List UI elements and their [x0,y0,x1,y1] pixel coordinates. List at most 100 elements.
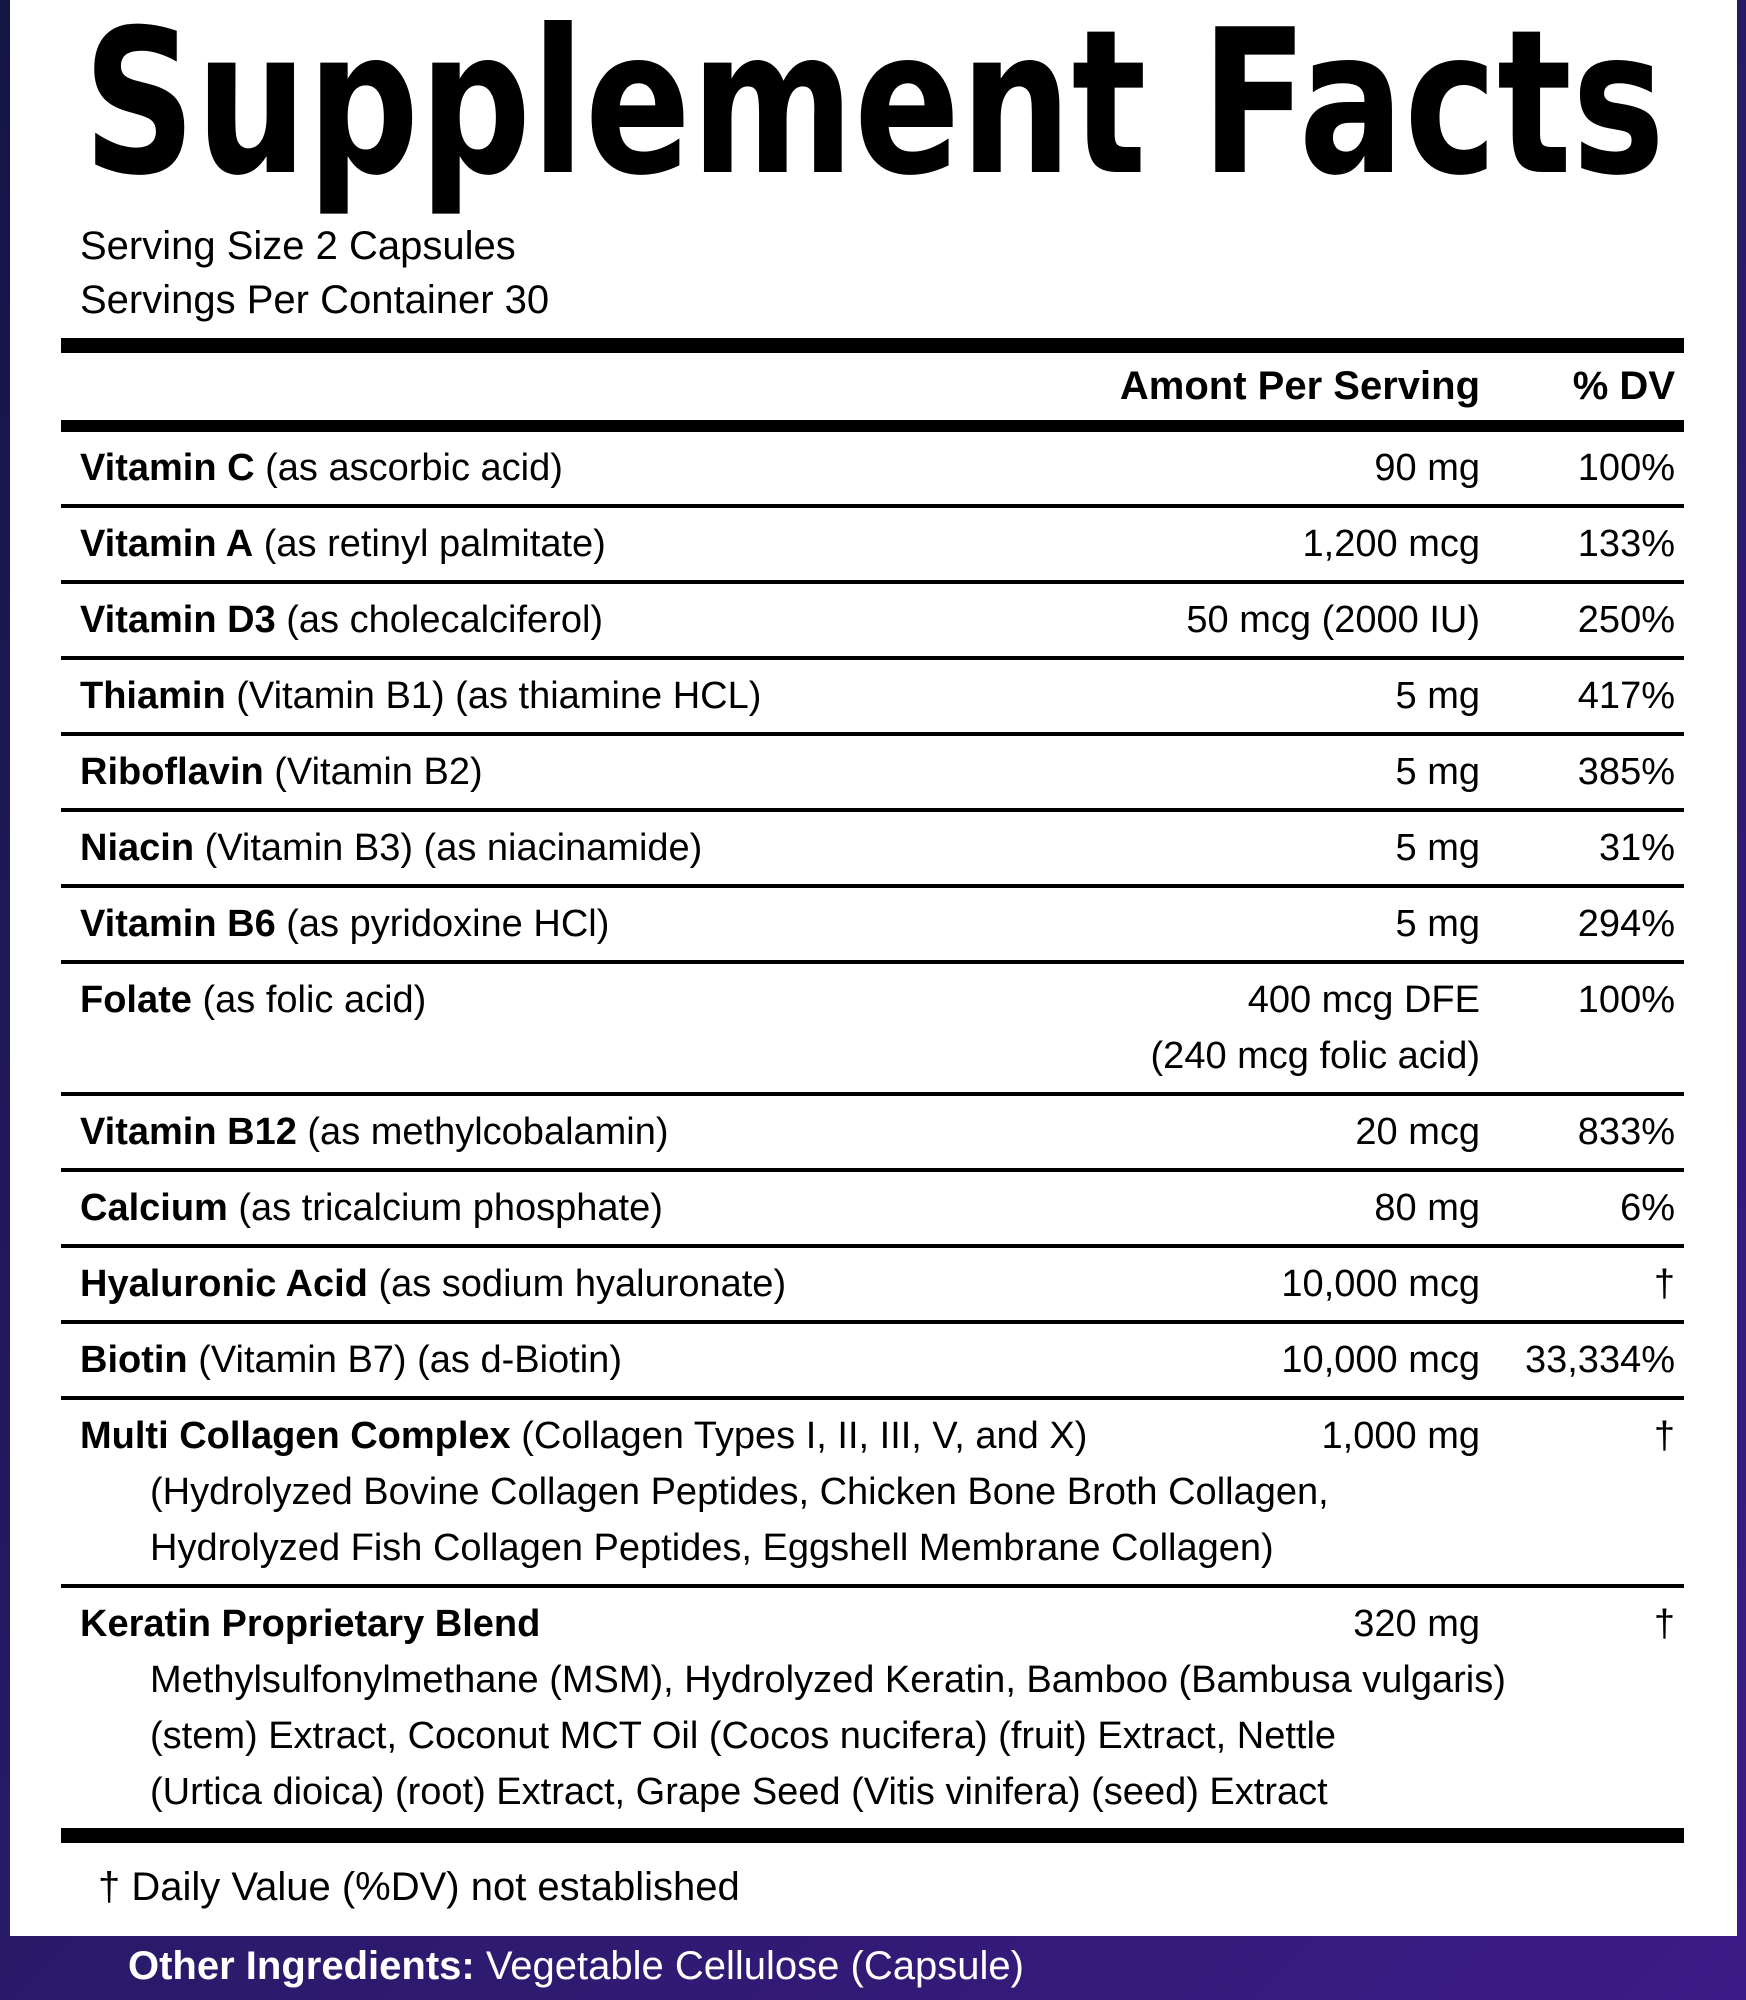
daily-value: 33,334% [1524,1339,1675,1381]
nutrient-detail: (Collagen Types I, II, III, V, and X) [521,1415,1088,1457]
nutrient-row: Biotin (Vitamin B7) (as d-Biotin) 10,000 … [61,1324,1684,1400]
amount: 1,000 mg [1321,1415,1480,1457]
daily-value: 100% [1577,447,1675,489]
table-header: Amont Per Serving % DV [61,353,1684,432]
rows: Vitamin C (as ascorbic acid) 90 mg 100% Vit… [61,432,1684,1843]
amount-cell: 5 mg [1396,820,1480,876]
nutrient-detail: (as ascorbic acid) [265,447,563,489]
nutrient-row: Keratin Proprietary Blend 320 mg † Methylsu… [61,1588,1684,1843]
nutrient-name: Folate [80,979,192,1021]
amount-cell: 320 mg [1353,1596,1480,1652]
amount-cell: 5 mg [1396,668,1480,724]
nutrient-name: Vitamin D3 [80,599,276,641]
nutrient-row: Niacin (Vitamin B3) (as niacinamide) 5 mg… [61,812,1684,888]
nutrient-row: Riboflavin (Vitamin B2) 5 mg 385% [61,736,1684,812]
nutrient-row: Vitamin A (as retinyl palmitate) 1,200 mc… [61,508,1684,584]
amount: 5 mg [1395,903,1480,945]
title-box: Supplement Facts [83,0,1665,220]
amount-cell: 90 mg [1374,440,1480,496]
nutrient-cell: Vitamin A (as retinyl palmitate) [80,516,1303,572]
nutrient-name: Hyaluronic Acid [80,1263,368,1305]
nutrient-row: Calcium (as tricalcium phosphate) 80 mg 6% [61,1172,1684,1248]
sub-line: (Urtica dioica) (root) Extract, Grape Se… [150,1771,1328,1813]
nutrient-name: Vitamin C [80,447,255,489]
amount-cell: 5 mg [1396,744,1480,800]
amount-cell: 50 mcg (2000 IU) [1186,592,1480,648]
amount: 80 mg [1374,1187,1480,1229]
nutrient-detail: (Vitamin B7) (as d-Biotin) [198,1339,622,1381]
facts-table: Amont Per Serving % DV Vitamin C (as asc… [61,338,1684,1843]
amount-cell: 80 mg [1374,1180,1480,1236]
nutrient-detail: (Vitamin B3) (as niacinamide) [204,827,703,869]
nutrient-name: Riboflavin [80,751,264,793]
nutrient-name: Thiamin [80,675,226,717]
nutrient-cell: Riboflavin (Vitamin B2) [80,744,1396,800]
serving-size: Serving Size 2 Capsules [80,224,516,268]
footnote: † Daily Value (%DV) not established [98,1865,740,1909]
label-panel: Supplement Facts Serving Size 2 Capsules… [10,0,1737,1936]
daily-value: † [1653,1603,1675,1645]
nutrient-detail: (as sodium hyaluronate) [378,1263,787,1305]
amount: 10,000 mcg [1281,1263,1480,1305]
nutrient-cell: Biotin (Vitamin B7) (as d-Biotin) [80,1332,1281,1388]
amount-cell: 10,000 mcg [1281,1332,1480,1388]
daily-value: 294% [1577,903,1675,945]
amount: 90 mg [1374,447,1480,489]
nutrient-name: Niacin [80,827,195,869]
nutrient-detail: (as methylcobalamin) [307,1111,669,1153]
daily-value: 385% [1577,751,1675,793]
sub-line: Methylsulfonylmethane (MSM), Hydrolyzed … [150,1659,1506,1701]
daily-value: 100% [1577,979,1675,1021]
nutrient-row: Vitamin B12 (as methylcobalamin) 20 mcg 83… [61,1096,1684,1172]
amount-note: (240 mcg folic acid) [1150,1035,1480,1077]
amount: 50 mcg (2000 IU) [1186,599,1480,641]
daily-value: 31% [1598,827,1675,869]
amount-cell: 20 mcg [1355,1104,1480,1160]
nutrient-row: Thiamin (Vitamin B1) (as thiamine HCL) 5 … [61,660,1684,736]
other-label: Other Ingredients: [128,1944,475,1988]
nutrient-detail: (Vitamin B1) (as thiamine HCL) [236,675,762,717]
amount: 5 mg [1395,675,1480,717]
daily-value: 833% [1577,1111,1675,1153]
sub-line: (stem) Extract, Coconut MCT Oil (Cocos n… [150,1715,1337,1757]
nutrient-detail: (as retinyl palmitate) [263,523,606,565]
nutrient-row: Vitamin C (as ascorbic acid) 90 mg 100% [61,432,1684,508]
nutrient-name: Keratin Proprietary Blend [80,1603,541,1645]
nutrient-row: Vitamin D3 (as cholecalciferol) 50 mcg (2… [61,584,1684,660]
nutrient-cell: Vitamin D3 (as cholecalciferol) [80,592,1186,648]
sub-line: Hydrolyzed Fish Collagen Peptides, Eggsh… [150,1527,1274,1569]
nutrient-cell: Niacin (Vitamin B3) (as niacinamide) [80,820,1396,876]
nutrient-row: Hyaluronic Acid (as sodium hyaluronate) 1… [61,1248,1684,1324]
nutrient-detail: (as tricalcium phosphate) [238,1187,663,1229]
amount: 5 mg [1395,827,1480,869]
rule [61,338,1684,353]
amount-cell: 400 mcg DFE (240 mcg folic acid) [1151,972,1480,1084]
nutrient-cell: Thiamin (Vitamin B1) (as thiamine HCL) [80,668,1396,724]
amount: 10,000 mcg [1281,1339,1480,1381]
amount-cell: 10,000 mcg [1281,1256,1480,1312]
daily-value: 133% [1577,523,1675,565]
daily-value: † [1653,1263,1675,1305]
daily-value: 417% [1577,675,1675,717]
nutrient-cell: Calcium (as tricalcium phosphate) [80,1180,1374,1236]
nutrient-detail: (as folic acid) [202,979,427,1021]
sub-line: (Hydrolyzed Bovine Collagen Peptides, Ch… [150,1471,1329,1513]
nutrient-row: Vitamin B6 (as pyridoxine HCl) 5 mg 294% [61,888,1684,964]
nutrient-row: Folate (as folic acid) 400 mcg DFE (240 mc… [61,964,1684,1096]
amount: 5 mg [1395,751,1480,793]
nutrient-cell: Hyaluronic Acid (as sodium hyaluronate) [80,1256,1281,1312]
nutrient-name: Vitamin B6 [80,903,276,945]
nutrient-detail: (Vitamin B2) [274,751,483,793]
nutrient-cell: Keratin Proprietary Blend [80,1596,1353,1652]
nutrient-detail: (as pyridoxine HCl) [286,903,610,945]
other-ingredients: Other Ingredients: Vegetable Cellulose (… [128,1941,1024,1991]
nutrient-name: Vitamin B12 [80,1111,297,1153]
amount: 320 mg [1353,1603,1480,1645]
nutrient-cell: Vitamin B12 (as methylcobalamin) [80,1104,1355,1160]
other-text: Vegetable Cellulose (Capsule) [485,1944,1024,1988]
nutrient-name: Vitamin A [80,523,254,565]
amount-header: Amont Per Serving [1119,364,1480,408]
nutrient-cell: Vitamin B6 (as pyridoxine HCl) [80,896,1396,952]
nutrient-name: Calcium [80,1187,228,1229]
